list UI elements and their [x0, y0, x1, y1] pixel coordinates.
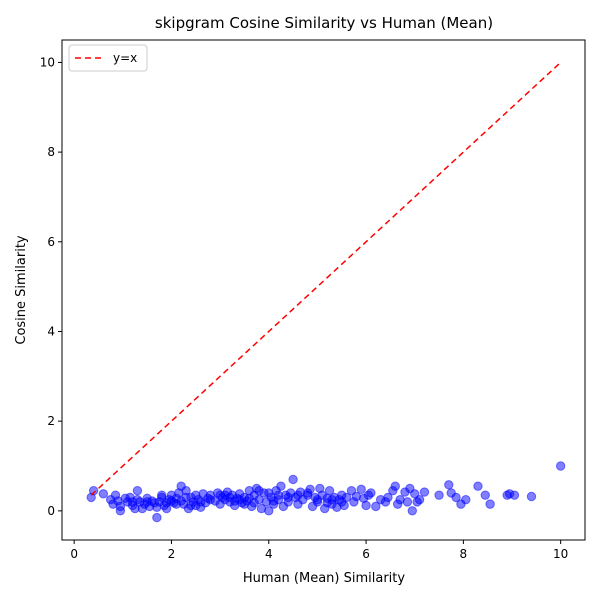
data-point — [312, 494, 323, 505]
data-point — [485, 499, 495, 509]
data-point — [526, 491, 537, 502]
x-tick-label: 0 — [70, 547, 78, 561]
y-tick-label: 0 — [47, 504, 55, 518]
data-point — [288, 474, 298, 485]
data-point — [322, 498, 332, 508]
data-point — [480, 490, 490, 500]
data-point — [157, 490, 167, 500]
chart-title: skipgram Cosine Similarity vs Human (Mea… — [155, 14, 493, 32]
x-axis-label: Human (Mean) Similarity — [243, 571, 405, 586]
y-axis-ticks: 0 2 4 6 8 10 — [40, 55, 62, 518]
data-point — [186, 500, 196, 511]
data-point — [98, 489, 109, 499]
plot-area — [86, 61, 566, 523]
legend: y=x — [68, 44, 148, 72]
data-point — [205, 494, 216, 505]
y-tick-label: 2 — [47, 414, 55, 428]
x-tick-label: 6 — [362, 547, 370, 561]
plot-frame — [61, 39, 586, 541]
reference-line-y-equals-x — [90, 61, 562, 496]
data-point — [195, 497, 206, 507]
data-point — [337, 497, 347, 507]
data-point — [142, 497, 152, 507]
data-point — [555, 461, 566, 471]
data-point — [361, 500, 371, 511]
data-point — [434, 490, 444, 500]
data-point — [293, 490, 303, 500]
data-point — [276, 481, 286, 491]
data-point — [419, 487, 430, 497]
data-point — [366, 488, 376, 498]
data-point — [220, 490, 230, 500]
data-point — [249, 498, 259, 508]
data-point — [324, 485, 335, 496]
data-point — [383, 492, 393, 503]
data-point — [234, 494, 245, 505]
data-point — [509, 490, 520, 500]
data-point — [473, 481, 483, 491]
data-point — [451, 492, 461, 503]
legend-box — [68, 44, 148, 72]
data-point — [161, 498, 172, 508]
data-point — [254, 485, 264, 496]
data-point — [444, 480, 454, 490]
data-point — [356, 484, 366, 495]
data-point — [264, 488, 274, 498]
data-point — [390, 481, 400, 491]
data-point — [407, 506, 417, 516]
x-tick-label: 2 — [168, 547, 176, 561]
y-axis-label: Cosine Similarity — [14, 235, 29, 345]
data-point — [283, 492, 293, 503]
x-tick-label: 4 — [265, 547, 273, 561]
legend-label-y-equals-x: y=x — [113, 51, 137, 65]
y-tick-label: 10 — [40, 55, 55, 69]
x-tick-label: 10 — [553, 547, 568, 561]
data-point — [371, 501, 381, 512]
data-point — [302, 488, 313, 498]
data-point — [132, 485, 143, 496]
data-point — [171, 499, 182, 509]
data-point — [414, 494, 425, 505]
data-points — [86, 461, 566, 523]
x-tick-label: 8 — [460, 547, 468, 561]
data-point — [181, 492, 191, 503]
data-point — [88, 485, 99, 496]
y-tick-label: 8 — [47, 145, 55, 159]
data-point — [461, 494, 471, 505]
data-point — [152, 512, 162, 523]
x-axis-ticks: 0 2 4 6 8 10 — [70, 540, 568, 561]
y-tick-label: 6 — [47, 235, 55, 249]
data-point — [402, 497, 413, 507]
data-point — [264, 506, 274, 516]
data-point — [127, 497, 138, 507]
data-point — [268, 496, 279, 506]
y-tick-label: 4 — [47, 324, 55, 338]
data-point — [191, 490, 201, 500]
data-point — [115, 506, 126, 516]
